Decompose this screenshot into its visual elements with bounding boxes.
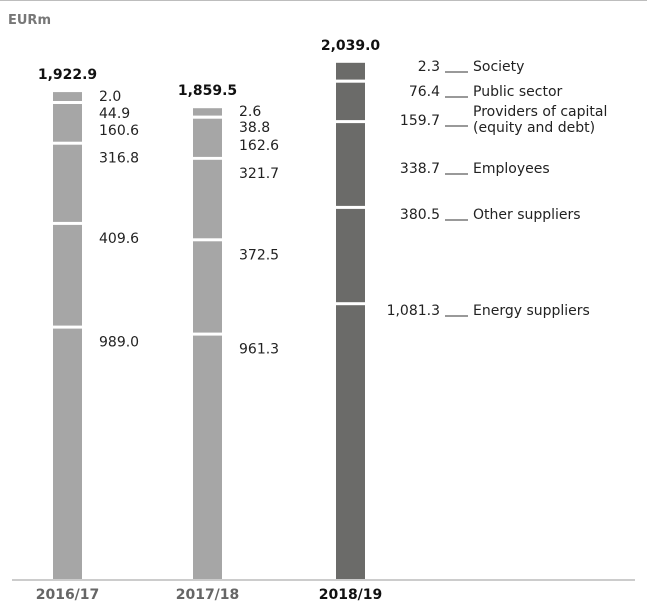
legend-label: Energy suppliers [473,303,590,319]
x-tick-label: 2017/18 [176,587,240,603]
segment-value-label: 989.0 [99,335,139,351]
bar-segment [193,241,222,333]
bar-segment [336,123,365,206]
bar-total-label: 1,922.9 [38,67,97,83]
bar-segment [53,92,82,94]
bar-segment [193,159,222,239]
segment-value-label: 1,081.3 [387,303,440,319]
bar-segment [53,144,82,222]
x-tick-label: 2018/19 [319,587,383,603]
segment-value-label: 321.7 [239,166,279,182]
bar-segment [53,92,82,101]
bar-segment [193,108,222,116]
segment-value-label: 159.7 [400,113,440,129]
legend-label: Public sector [473,84,563,100]
legend-label: Providers of capital [473,104,607,120]
segment-value-label: 44.9 [99,106,130,122]
segment-value-label: 316.8 [99,151,139,167]
bars-layer [53,62,365,579]
segment-value-label: 380.5 [400,207,440,223]
bar-segment [193,335,222,579]
bar-segment [193,108,222,110]
legend-label: (equity and debt) [473,120,595,136]
segment-value-label: 2.6 [239,104,261,120]
segment-value-label: 372.5 [239,247,279,263]
legend-label: Employees [473,161,550,177]
bar-segment [336,62,365,64]
segment-value-label: 38.8 [239,120,270,136]
legend-label: Other suppliers [473,207,581,223]
segment-value-label: 2.3 [418,59,440,75]
bar-total-label: 2,039.0 [321,38,381,54]
bar-segment [336,305,365,579]
segment-value-label: 409.6 [99,231,139,247]
segment-value-label: 76.4 [409,84,440,100]
segment-value-label: 160.6 [99,123,139,139]
bar-segment [336,63,365,80]
unit-label: EURm [8,13,51,28]
segment-value-label: 961.3 [239,342,279,358]
bar-segment [336,208,365,303]
bar-segment [53,224,82,326]
segment-value-label: 2.0 [99,89,121,105]
bar-segment [53,104,82,142]
segment-value-label: 162.6 [239,138,279,154]
bar-total-label: 1,859.5 [178,83,237,99]
x-tick-label: 2016/17 [36,587,100,603]
bar-segment [336,82,365,121]
labels-layer: 1,922.92016/17989.0409.6316.8160.644.92.… [36,38,608,603]
legend-label: Society [473,59,524,75]
segment-value-label: 338.7 [400,161,440,177]
bar-segment [193,118,222,157]
bar-segment [53,328,82,579]
